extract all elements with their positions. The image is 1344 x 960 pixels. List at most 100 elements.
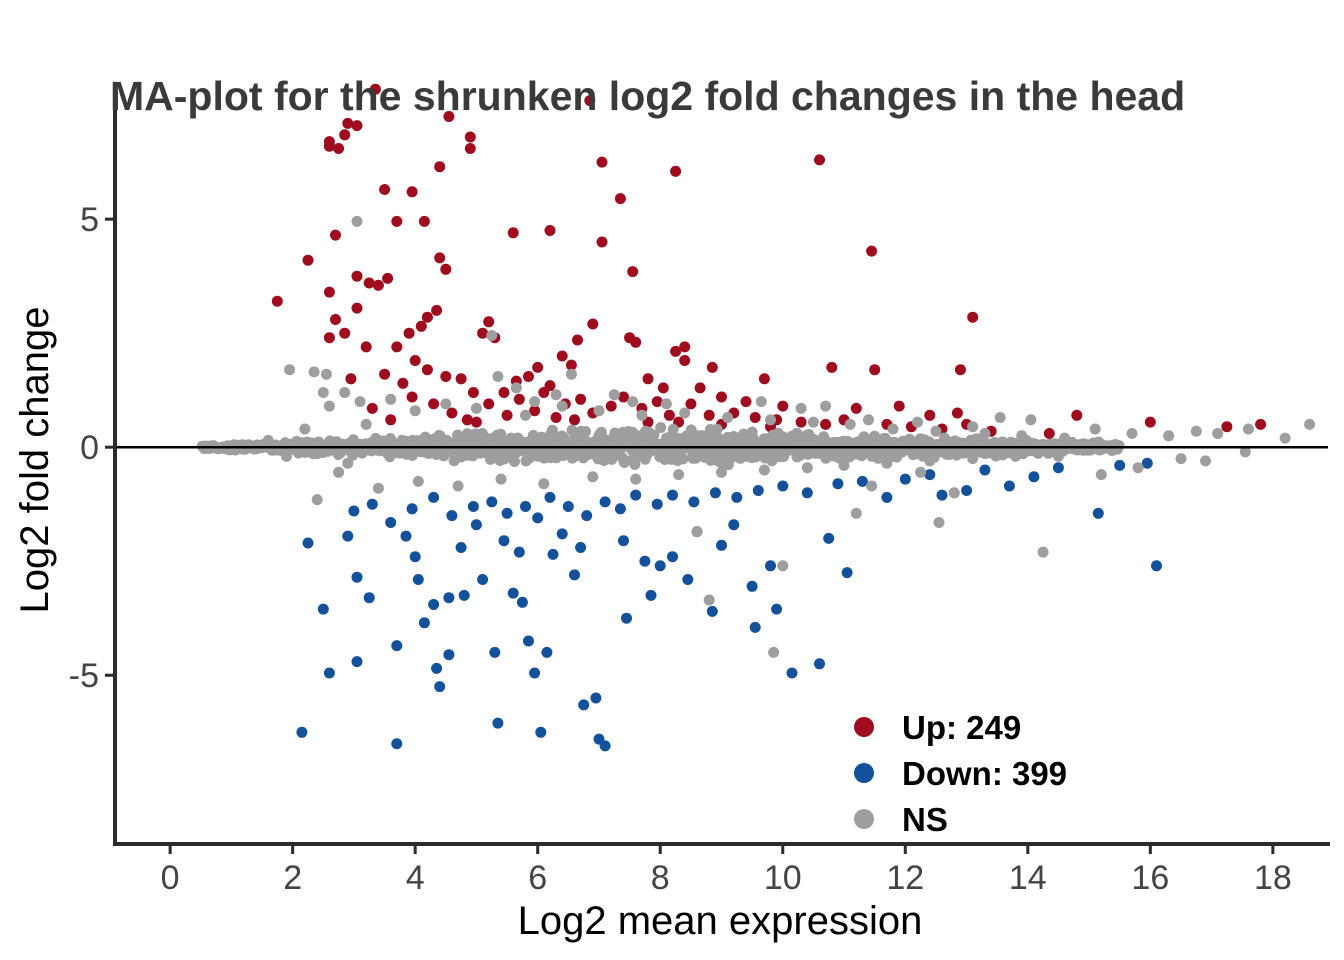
point-ns	[311, 448, 323, 460]
point-ns	[930, 425, 942, 437]
point-up	[385, 414, 397, 426]
point-up	[372, 279, 384, 291]
point-ns	[470, 402, 482, 414]
point-up	[271, 295, 283, 307]
point-ns	[636, 409, 648, 421]
point-ns	[538, 478, 550, 490]
point-down	[645, 589, 657, 601]
point-up	[428, 398, 440, 410]
point-up	[403, 327, 415, 339]
point-down	[1092, 507, 1104, 519]
point-up	[382, 272, 394, 284]
point-down	[366, 498, 378, 510]
point-ns	[933, 517, 945, 528]
point-up	[406, 391, 418, 403]
point-up	[323, 286, 335, 298]
point-ns	[520, 409, 531, 421]
point-ns	[333, 466, 345, 478]
point-down	[351, 656, 363, 668]
point-ns	[722, 412, 734, 423]
point-down	[899, 473, 911, 485]
point-ns	[679, 407, 691, 419]
point-down	[458, 589, 470, 601]
point-down	[961, 485, 973, 496]
point-ns	[820, 400, 832, 412]
point-ns	[766, 455, 778, 467]
point-ns	[556, 400, 568, 412]
point-ns	[979, 428, 991, 439]
point-ns	[1132, 462, 1144, 474]
point-up	[670, 345, 682, 357]
x-tick-label: 18	[1254, 859, 1292, 897]
point-ns	[1095, 469, 1107, 481]
point-down	[823, 532, 835, 544]
point-ns	[1037, 546, 1049, 558]
point-ns	[705, 426, 716, 438]
point-ns	[716, 466, 727, 478]
point-up	[470, 416, 482, 428]
point-ns	[409, 405, 421, 417]
point-ns	[595, 434, 607, 446]
point-ns	[372, 482, 384, 494]
point-down	[342, 530, 354, 542]
point-ns	[308, 366, 320, 378]
point-ns	[479, 446, 491, 458]
point-ns	[945, 447, 957, 459]
point-up	[323, 140, 335, 152]
point-up	[409, 355, 421, 366]
point-up	[1071, 409, 1083, 421]
point-ns	[655, 422, 667, 434]
point-up	[464, 131, 476, 143]
point-up	[924, 409, 936, 421]
point-up	[544, 225, 556, 236]
point-ns	[758, 464, 770, 476]
point-down	[323, 667, 335, 679]
point-ns	[262, 434, 274, 446]
point-ns	[529, 396, 541, 408]
point-ns	[1304, 418, 1316, 430]
point-down	[470, 519, 482, 531]
point-ns	[793, 450, 805, 462]
point-down	[428, 599, 440, 610]
point-up	[869, 364, 881, 376]
point-ns	[777, 560, 789, 572]
point-ns	[922, 444, 933, 456]
chart-title: MA-plot for the shrunken log2 fold chang…	[110, 73, 1185, 119]
y-axis-ticks: -5 0 5	[69, 201, 115, 695]
point-down	[507, 587, 519, 599]
point-up	[642, 373, 654, 385]
point-up	[391, 215, 403, 227]
point-down	[363, 592, 375, 604]
point-up	[323, 332, 335, 344]
point-ns	[351, 215, 363, 227]
point-down	[477, 574, 489, 585]
point-ns	[323, 400, 335, 412]
point-ns	[1025, 437, 1037, 449]
point-down	[434, 681, 446, 693]
point-up	[820, 418, 832, 430]
legend-key-down	[854, 763, 874, 783]
point-ns	[1239, 446, 1251, 458]
point-down	[801, 487, 813, 499]
point-ns	[785, 435, 797, 447]
x-tick-label: 6	[528, 859, 547, 897]
point-ns	[807, 416, 819, 428]
point-down	[786, 667, 798, 679]
point-ns	[698, 446, 710, 458]
point-up	[443, 111, 455, 122]
point-ns	[754, 443, 766, 454]
point-up	[440, 263, 452, 275]
point-down	[1114, 459, 1126, 471]
point-ns	[912, 443, 924, 455]
point-up	[685, 398, 697, 410]
point-down	[832, 478, 844, 490]
point-down	[1151, 560, 1162, 572]
point-ns	[1163, 430, 1175, 442]
point-down	[351, 571, 363, 583]
point-up	[618, 391, 629, 403]
point-down	[765, 560, 776, 572]
point-up	[330, 314, 341, 325]
point-down	[513, 546, 525, 558]
point-down	[749, 621, 761, 633]
point-down	[391, 640, 403, 652]
